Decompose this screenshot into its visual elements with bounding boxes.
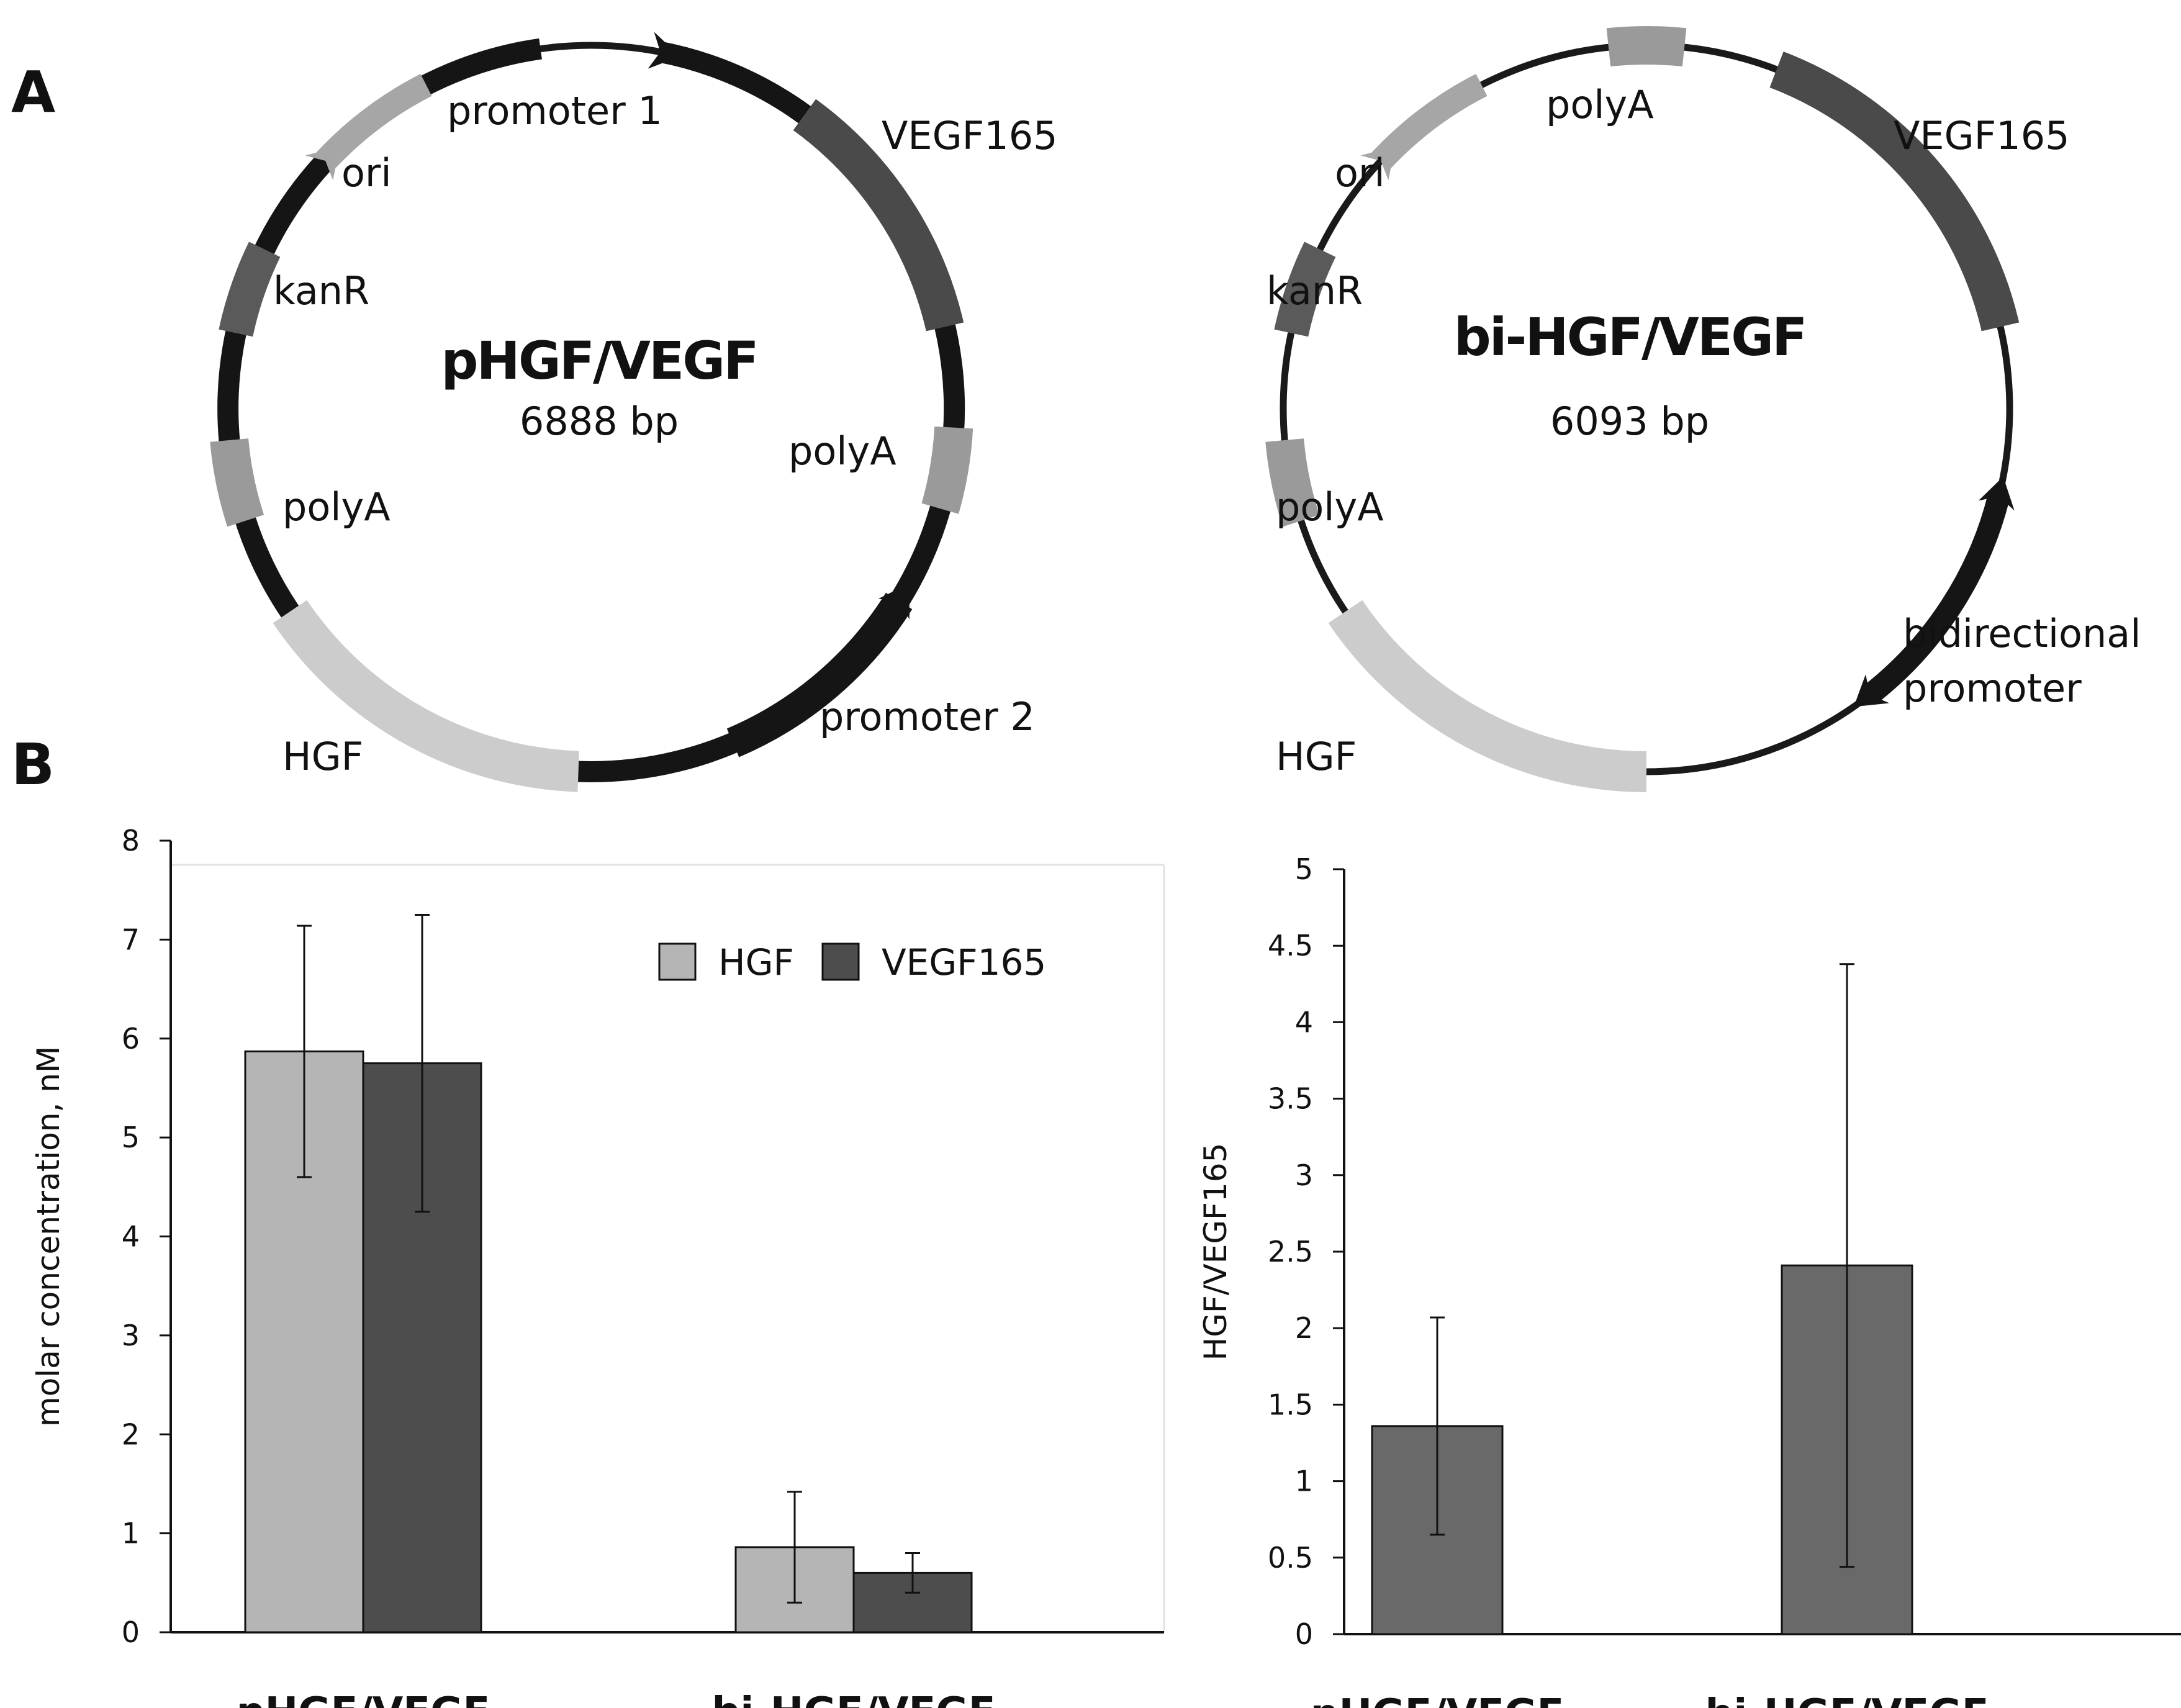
polya-left-segment (1265, 438, 1320, 527)
polya-left-segment (210, 438, 264, 527)
vegf165-label: VEGF165 (882, 113, 1058, 158)
plasmid-map-bi-hgf-vegf: polyA VEGF165 bidirectional promoter HGF poly… (1265, 26, 2141, 792)
promoter-2-segment (726, 592, 913, 757)
ori-segment (316, 73, 432, 169)
y-tick-label: 7 (122, 923, 140, 956)
bidirectional-promoter-label: bidirectional promoter (1903, 611, 2141, 711)
y-tick-label: 2 (1295, 1311, 1313, 1345)
polya-right-label: polyA (788, 428, 896, 474)
polya-top-segment (1606, 26, 1687, 67)
polya-top-label: polyA (1546, 82, 1654, 127)
y-tick-label: 5 (1295, 852, 1313, 886)
kanr-segment (1274, 242, 1336, 337)
y-tick-label: 0 (122, 1615, 140, 1649)
y-tick-label: 1.5 (1268, 1388, 1313, 1421)
kanr-segment (219, 242, 281, 337)
hgf-segment (1328, 600, 1647, 792)
plasmid-map-phgf-vegf: promoter 1 VEGF165 polyA promoter 2 HGF polyA… (210, 32, 1058, 792)
y-tick-label: 1 (1295, 1465, 1313, 1498)
bidirectional-promoter-segment (1863, 494, 2010, 704)
vegf165-segment (793, 99, 964, 332)
promoter-2-arrowhead (878, 583, 910, 620)
legend-label-vegf165: VEGF165 (882, 941, 1046, 983)
bidirectional-promoter-arrowhead-up (1978, 476, 2015, 511)
y-tick-label: 0.5 (1268, 1541, 1313, 1575)
category-label: bi-HGF/VEGF (1705, 1691, 1989, 1708)
y-tick-label: 1 (122, 1517, 140, 1550)
category-label: bi-HGF/VEGF (712, 1689, 996, 1708)
y-tick-label: 3.5 (1268, 1082, 1313, 1116)
promoter-2-label: promoter 2 (820, 694, 1035, 739)
y-axis-label: molar concentration, nM (30, 1046, 66, 1427)
plasmid-size: 6093 bp (1550, 399, 1709, 444)
plasmid-size: 6888 bp (520, 399, 679, 444)
plasmid-name: bi-HGF/VEGF (1454, 307, 1806, 368)
promoter-1-arrowhead (648, 32, 680, 69)
y-tick-label: 5 (122, 1121, 140, 1154)
ori-label: ori (341, 150, 392, 196)
legend-swatch-hgf (658, 942, 697, 981)
y-axis-label: HGF/VEGF165 (1198, 1143, 1234, 1361)
y-tick-label: 4.5 (1268, 929, 1313, 962)
panel-label-a: A (11, 59, 56, 125)
y-tick-label: 0 (1295, 1617, 1313, 1651)
category-label: pHGF/VEGF (237, 1689, 490, 1708)
category-label: pHGF/VEGF (1311, 1691, 1565, 1708)
y-tick-label: 3 (122, 1319, 140, 1352)
plasmid-name: pHGF/VEGF (441, 330, 757, 391)
kanr-label: kanR (273, 268, 369, 314)
y-tick-label: 4 (1295, 1005, 1313, 1039)
y-tick-label: 2.5 (1268, 1235, 1313, 1268)
hgf-label: HGF (282, 734, 363, 779)
polya-left-label: polyA (1276, 484, 1384, 530)
y-tick-label: 3 (1295, 1159, 1313, 1192)
y-tick-label: 6 (122, 1022, 140, 1055)
vegf165-segment (1769, 51, 2020, 332)
legend-label-hgf: HGF (718, 941, 794, 983)
bidirectional-promoter-arrowhead-down (1853, 674, 1890, 707)
legend-swatch-vegf165 (821, 942, 860, 981)
ori-label: ori (1335, 150, 1385, 196)
ratio-bar-chart: 0 0.5 1 1.5 2 2.5 3 3.5 4 4.5 5 HGF/VEGF165 pHGF/VEG… (1198, 852, 2181, 1708)
polya-left-label: polyA (282, 484, 391, 530)
ori-segment (1371, 73, 1488, 169)
concentration-bar-chart: 0 1 2 3 4 5 6 7 8 molar concentration, nM pHGF/VEG… (30, 824, 1165, 1708)
vegf165-label: VEGF165 (1894, 113, 2070, 158)
y-tick-label: 8 (122, 824, 140, 857)
promoter-1-label: promoter 1 (447, 88, 662, 133)
y-tick-label: 2 (122, 1417, 140, 1451)
kanr-label: kanR (1267, 268, 1363, 314)
polya-right-segment (921, 426, 973, 514)
hgf-label: HGF (1276, 734, 1357, 779)
y-tick-label: 4 (122, 1220, 140, 1254)
ori-arrowhead (305, 146, 340, 181)
ori-arrowhead (1360, 146, 1396, 181)
panel-label-b: B (11, 731, 55, 798)
hgf-segment (273, 600, 579, 792)
